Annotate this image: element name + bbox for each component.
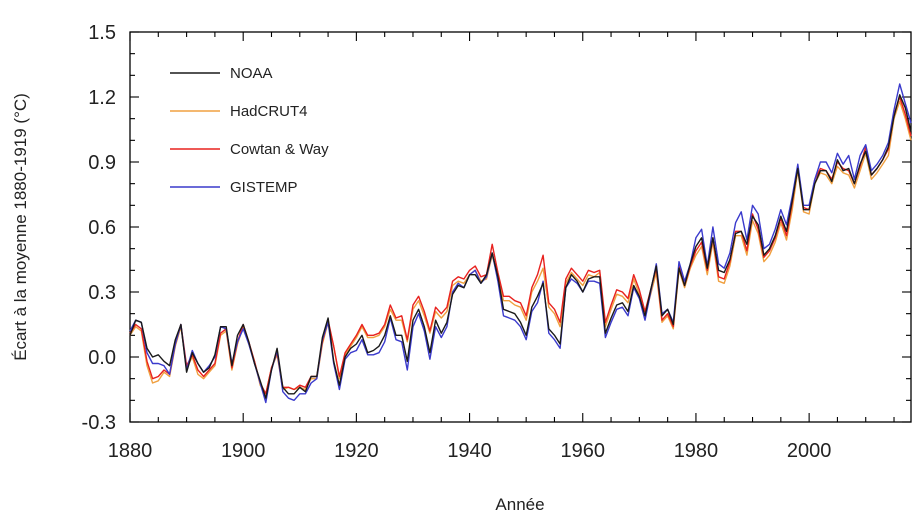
x-tick-label: 1960 (561, 440, 606, 462)
axis-tick-labels: 1880 1900 1920 1940 1960 1980 2000 -0.3 0.0 0.3 0.… (82, 22, 832, 462)
legend-label-hadcrut4: HadCRUT4 (230, 103, 308, 120)
x-tick-label: 1880 (108, 440, 153, 462)
y-tick-label: 0.3 (88, 282, 116, 304)
series-lines (129, 83, 912, 404)
x-tick-label: 1980 (674, 440, 719, 462)
x-tick-label: 1920 (334, 440, 379, 462)
x-tick-label: 1900 (221, 440, 266, 462)
x-tick-label: 1940 (447, 440, 492, 462)
legend-label-gistemp: GISTEMP (230, 179, 298, 196)
axis-ticks (129, 31, 911, 423)
y-tick-label: 0.6 (88, 217, 116, 239)
y-tick-label: 0.0 (88, 347, 116, 369)
y-tick-label: -0.3 (82, 412, 116, 434)
plot-area-frame (129, 31, 912, 423)
y-tick-label: 0.9 (88, 152, 116, 174)
x-tick-label: 2000 (787, 440, 832, 462)
x-axis-label: Année (495, 495, 544, 514)
legend: NOAA HadCRUT4 Cowtan & Way GISTEMP (170, 65, 329, 196)
legend-label-noaa: NOAA (230, 65, 273, 82)
legend-label-cowtan-way: Cowtan & Way (230, 141, 329, 158)
y-tick-label: 1.2 (88, 87, 116, 109)
series-line-noaa (129, 94, 912, 399)
y-tick-label: 1.5 (88, 22, 116, 44)
series-line-gistemp (129, 83, 912, 404)
y-axis-label: Écart à la moyenne 1880-1919 (°C) (11, 93, 30, 361)
